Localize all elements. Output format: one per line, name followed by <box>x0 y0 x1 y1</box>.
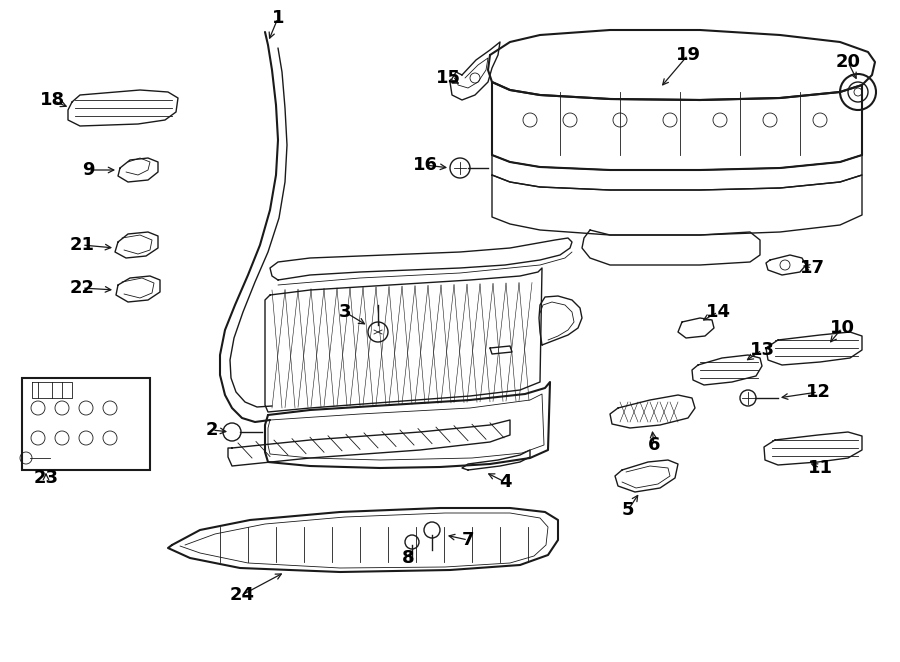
Text: 6: 6 <box>648 436 661 454</box>
Text: 7: 7 <box>462 531 474 549</box>
Text: 4: 4 <box>499 473 511 491</box>
Text: 3: 3 <box>338 303 351 321</box>
Text: 2: 2 <box>206 421 219 439</box>
Text: 23: 23 <box>33 469 58 487</box>
Text: 16: 16 <box>412 156 437 174</box>
Text: 1: 1 <box>272 9 284 27</box>
Text: 19: 19 <box>676 46 700 64</box>
Text: 9: 9 <box>82 161 94 179</box>
Text: 20: 20 <box>835 53 860 71</box>
Text: 12: 12 <box>806 383 831 401</box>
Text: 14: 14 <box>706 303 731 321</box>
Text: 21: 21 <box>69 236 94 254</box>
Text: 11: 11 <box>807 459 833 477</box>
Text: 5: 5 <box>622 501 634 519</box>
Text: 18: 18 <box>40 91 65 109</box>
Text: 24: 24 <box>230 586 255 604</box>
Text: 17: 17 <box>799 259 824 277</box>
Text: 10: 10 <box>830 319 854 337</box>
Text: 8: 8 <box>401 549 414 567</box>
Bar <box>22 378 150 470</box>
Text: 13: 13 <box>750 341 775 359</box>
Text: 15: 15 <box>436 69 461 87</box>
Text: 22: 22 <box>69 279 94 297</box>
